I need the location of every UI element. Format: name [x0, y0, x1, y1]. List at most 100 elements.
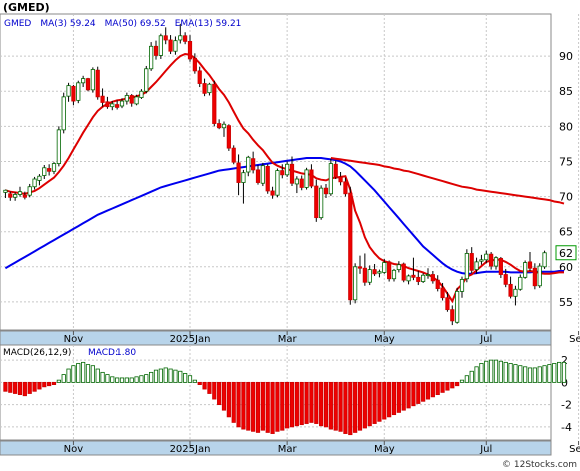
- candle-body: [81, 78, 86, 84]
- candle: [523, 260, 528, 279]
- macd-bar: [459, 379, 465, 383]
- candle-body: [8, 193, 13, 198]
- legend-item: MA(3) 59.24: [40, 19, 96, 29]
- macd-bar: [71, 365, 76, 383]
- macd-bar: [81, 361, 86, 383]
- macd-bar: [76, 363, 81, 383]
- candle: [304, 167, 309, 190]
- candle-body: [37, 175, 42, 181]
- macd-bar: [372, 381, 377, 424]
- candle-body: [144, 68, 149, 92]
- candle: [51, 162, 57, 175]
- macd-bar: [212, 381, 217, 400]
- macd-bar: [450, 381, 455, 389]
- candle-body: [110, 103, 115, 108]
- candle-body: [231, 147, 236, 163]
- macd-bar: [251, 381, 256, 432]
- candle-body: [489, 253, 494, 267]
- macd-bar: [236, 381, 241, 428]
- macd-bar: [396, 381, 401, 413]
- macd-bar: [406, 381, 411, 409]
- candle-body: [343, 181, 348, 195]
- candle-body: [479, 259, 484, 262]
- candle: [421, 273, 426, 283]
- macd-bar: [178, 370, 183, 383]
- candle: [479, 254, 484, 265]
- candle: [493, 256, 499, 270]
- candle: [367, 265, 372, 286]
- macd-bar: [489, 359, 494, 383]
- macd-bar: [115, 377, 120, 383]
- candle-body: [32, 178, 37, 188]
- candle-body: [153, 45, 159, 56]
- candle: [265, 164, 270, 194]
- macd-bar: [348, 381, 353, 436]
- macd-value-label: MACD:: [88, 348, 118, 358]
- macd-bar: [469, 370, 474, 383]
- candle-body: [158, 35, 163, 56]
- candle-body: [474, 261, 479, 271]
- legend-item: EMA(13) 59.21: [175, 19, 242, 29]
- candle-body: [425, 274, 431, 276]
- candle: [348, 186, 353, 305]
- candle: [527, 252, 533, 272]
- candle: [542, 250, 547, 269]
- macd-bar: [328, 381, 333, 430]
- macd-tick-label: 2: [561, 354, 568, 367]
- macd-bar: [231, 381, 236, 423]
- macd-bar: [542, 365, 547, 383]
- candle-body: [251, 158, 256, 171]
- macd-bar: [85, 364, 91, 383]
- candle: [231, 145, 236, 165]
- macd-bar: [168, 368, 173, 383]
- candle-body: [469, 253, 474, 271]
- candle: [76, 80, 81, 104]
- candle-body: [270, 190, 275, 196]
- candle: [464, 249, 469, 283]
- candle-body: [537, 265, 542, 287]
- macd-bar: [105, 374, 110, 383]
- candle: [484, 250, 489, 264]
- candle-body: [47, 168, 52, 172]
- candle: [197, 66, 202, 88]
- candle-body: [430, 274, 435, 282]
- candle: [391, 268, 397, 282]
- candle: [469, 247, 474, 274]
- macd-bar: [285, 381, 290, 429]
- macd-bar: [464, 375, 469, 383]
- candle-body: [382, 262, 387, 273]
- macd-bar: [367, 381, 372, 427]
- candle-body: [289, 163, 295, 184]
- candle: [440, 282, 445, 301]
- macd-bar: [158, 368, 163, 383]
- upper-month-axis: Nov 2025Jan Mar May Jul Sep: [64, 331, 580, 345]
- macd-bar: [537, 366, 542, 383]
- candle: [110, 101, 115, 111]
- lower-month-axis-band: [0, 440, 552, 456]
- candle-body: [149, 45, 154, 70]
- macd-bar: [275, 381, 280, 432]
- candle: [115, 100, 120, 110]
- candle: [207, 82, 212, 96]
- candle-body: [71, 85, 76, 102]
- candle-body: [401, 263, 406, 281]
- candle-body: [353, 266, 358, 301]
- candle-body: [527, 261, 533, 269]
- macd-bar: [508, 363, 513, 383]
- candle: [173, 36, 178, 55]
- macd-bar: [66, 368, 71, 383]
- macd-bar: [207, 381, 212, 394]
- candle-body: [391, 269, 397, 280]
- macd-bar: [17, 381, 23, 396]
- macd-bar: [119, 377, 125, 383]
- candle: [90, 67, 95, 93]
- candle: [3, 189, 8, 198]
- macd-bar: [153, 369, 159, 383]
- candle: [17, 186, 23, 197]
- candle-body: [367, 269, 372, 283]
- candle: [153, 40, 159, 60]
- macd-bar: [523, 366, 528, 383]
- candle-body: [119, 100, 125, 107]
- macd-bar: [149, 371, 154, 383]
- candle-body: [450, 309, 455, 322]
